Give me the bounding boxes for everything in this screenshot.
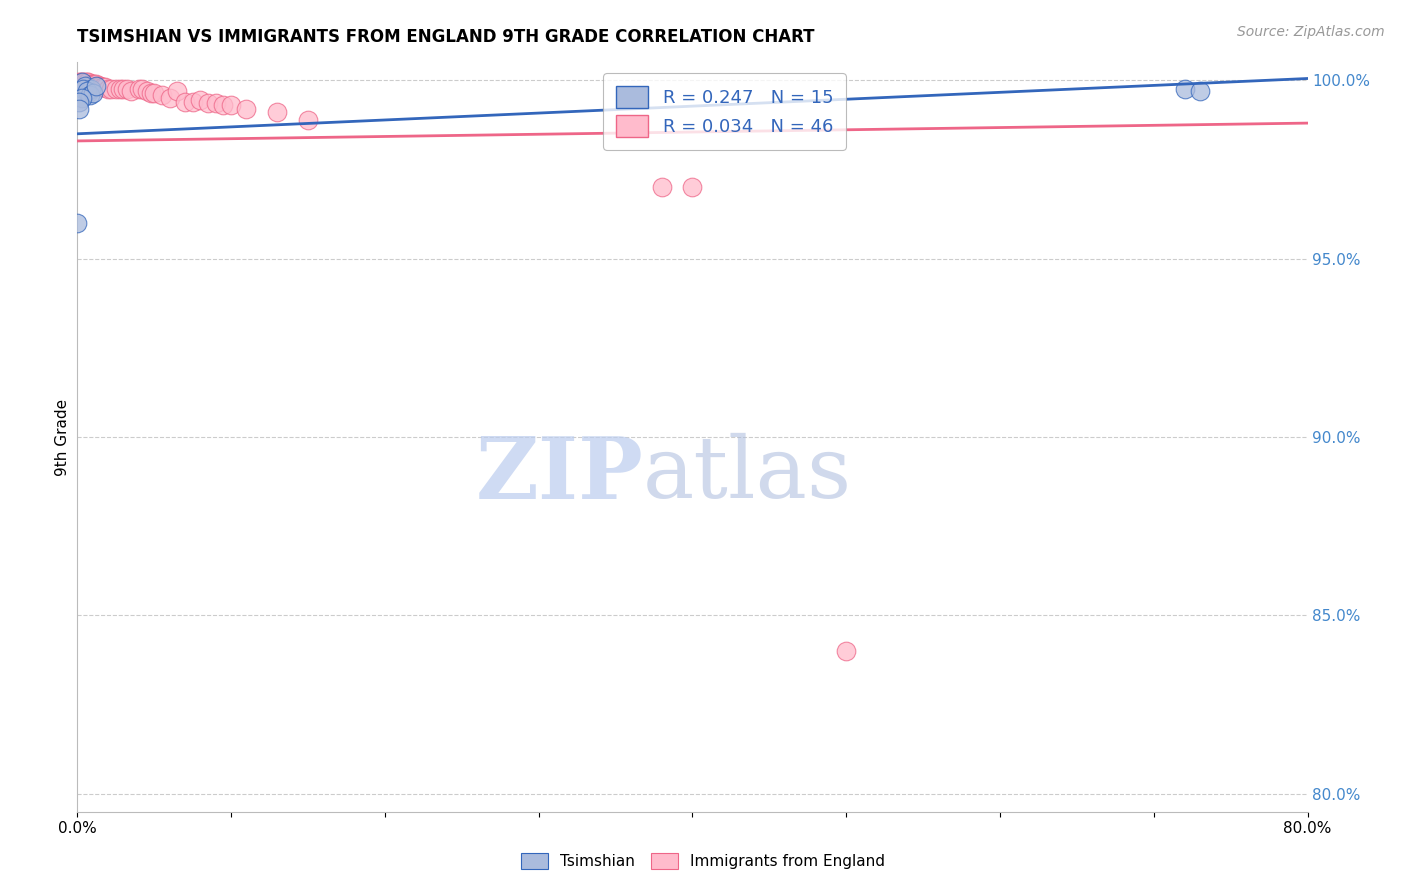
Point bbox=[86, 78, 108, 93]
Point bbox=[67, 102, 90, 116]
Legend: Tsimshian, Immigrants from England: Tsimshian, Immigrants from England bbox=[515, 847, 891, 875]
Point bbox=[188, 93, 212, 107]
Point bbox=[166, 84, 188, 98]
Point bbox=[89, 78, 111, 93]
Point bbox=[135, 84, 157, 98]
Point bbox=[1174, 82, 1197, 96]
Point bbox=[682, 180, 704, 194]
Point bbox=[100, 82, 122, 96]
Point bbox=[76, 75, 98, 89]
Point bbox=[79, 87, 101, 102]
Point bbox=[120, 84, 142, 98]
Point bbox=[197, 96, 219, 111]
Point bbox=[72, 75, 94, 89]
Point bbox=[67, 95, 90, 109]
Legend: R = 0.247   N = 15, R = 0.034   N = 46: R = 0.247 N = 15, R = 0.034 N = 46 bbox=[603, 73, 846, 150]
Text: Source: ZipAtlas.com: Source: ZipAtlas.com bbox=[1237, 25, 1385, 39]
Point bbox=[90, 80, 114, 95]
Point bbox=[93, 80, 115, 95]
Point bbox=[69, 75, 91, 89]
Point bbox=[1188, 84, 1211, 98]
Point bbox=[297, 112, 319, 127]
Point bbox=[150, 87, 173, 102]
Point bbox=[77, 75, 100, 89]
Point bbox=[82, 77, 104, 91]
Text: atlas: atlas bbox=[644, 433, 852, 516]
Point bbox=[143, 86, 166, 100]
Point bbox=[181, 95, 204, 109]
Point bbox=[266, 105, 288, 120]
Point bbox=[141, 86, 163, 100]
Point bbox=[174, 95, 197, 109]
Point bbox=[70, 75, 93, 89]
Point bbox=[70, 91, 93, 105]
Point bbox=[128, 82, 150, 96]
Point bbox=[82, 86, 104, 100]
Point bbox=[159, 91, 181, 105]
Point bbox=[94, 80, 117, 95]
Point bbox=[204, 96, 226, 111]
Point bbox=[212, 98, 235, 112]
Point bbox=[76, 84, 98, 98]
Point bbox=[73, 78, 96, 93]
Point bbox=[112, 82, 135, 96]
Point bbox=[235, 102, 257, 116]
Y-axis label: 9th Grade: 9th Grade bbox=[55, 399, 70, 475]
Point bbox=[77, 86, 100, 100]
Point bbox=[835, 644, 858, 658]
Point bbox=[84, 77, 107, 91]
Point bbox=[80, 77, 103, 91]
Point bbox=[72, 82, 94, 96]
Point bbox=[104, 82, 127, 96]
Point bbox=[83, 77, 105, 91]
Point bbox=[651, 180, 673, 194]
Point bbox=[131, 82, 153, 96]
Point bbox=[87, 78, 110, 93]
Text: ZIP: ZIP bbox=[475, 433, 644, 516]
Point bbox=[66, 216, 89, 230]
Point bbox=[73, 75, 96, 89]
Point bbox=[219, 98, 242, 112]
Point bbox=[67, 75, 90, 89]
Point bbox=[79, 77, 101, 91]
Text: TSIMSHIAN VS IMMIGRANTS FROM ENGLAND 9TH GRADE CORRELATION CHART: TSIMSHIAN VS IMMIGRANTS FROM ENGLAND 9TH… bbox=[77, 28, 815, 45]
Point bbox=[97, 82, 120, 96]
Point bbox=[70, 75, 93, 89]
Point bbox=[80, 82, 103, 96]
Point bbox=[110, 82, 132, 96]
Point bbox=[115, 82, 138, 96]
Point bbox=[84, 78, 107, 93]
